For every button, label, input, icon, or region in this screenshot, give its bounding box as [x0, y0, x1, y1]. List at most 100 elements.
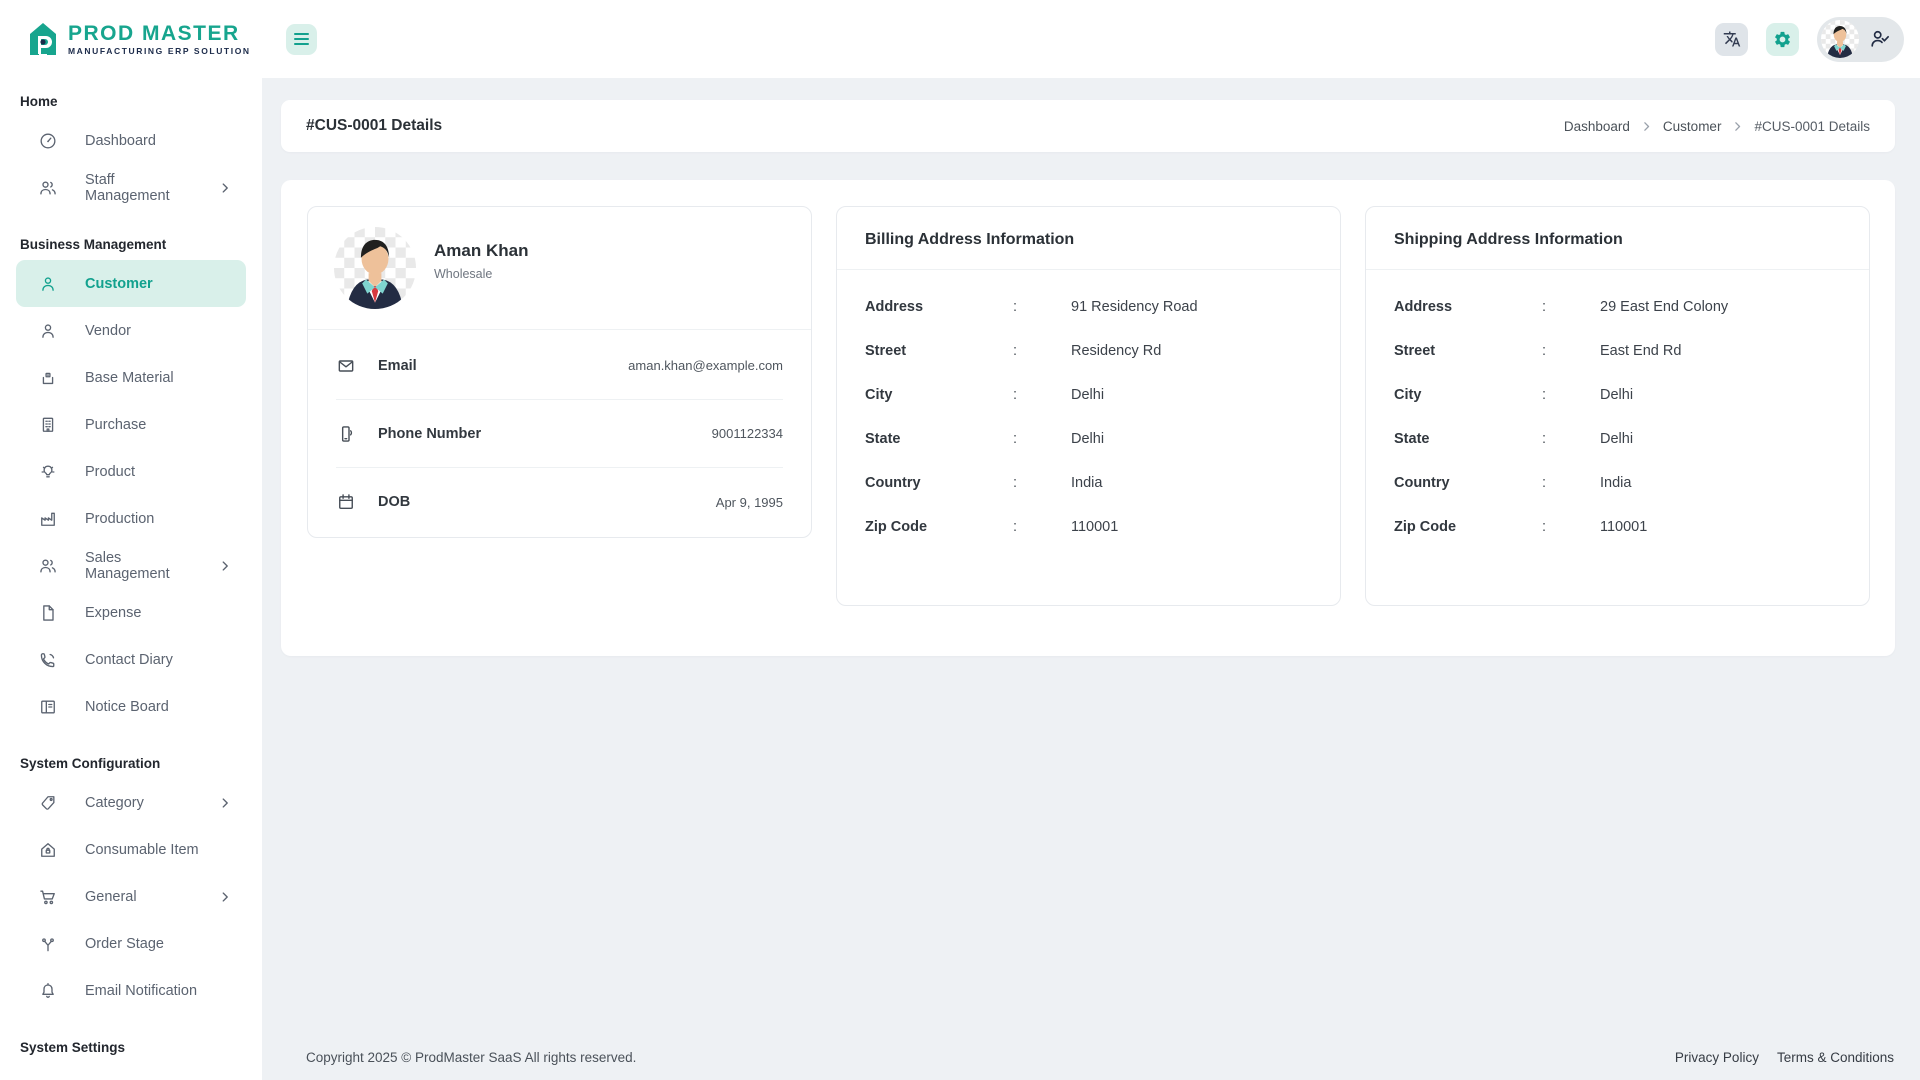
- billing-country-row: Country : India: [865, 474, 1312, 492]
- field-label: Country: [1394, 475, 1450, 491]
- footer-link-privacy-policy[interactable]: Privacy Policy: [1674, 1050, 1759, 1065]
- footer-copyright: Copyright 2025 © ProdMaster SaaS All rig…: [306, 1050, 637, 1065]
- chevron-right-icon: [218, 890, 232, 904]
- shipping-address-card: Shipping Address Information Address : 2…: [1365, 206, 1870, 606]
- field-value: Apr 9, 1995: [715, 494, 783, 510]
- chevron-right-icon: [218, 181, 232, 195]
- colon-separator: :: [1542, 387, 1547, 403]
- details-container: Aman Khan Wholesale Email aman.khan@exam…: [281, 180, 1895, 656]
- sidebar-section-config: System Configuration: [20, 756, 161, 771]
- sidebar-item-notice-board[interactable]: Notice Board: [16, 683, 246, 730]
- sidebar-item-label: Contact Diary: [85, 651, 173, 668]
- sidebar-item-staff-management[interactable]: Staff Management: [16, 164, 246, 211]
- field-value: East End Rd: [1600, 343, 1682, 359]
- factory-icon: [41, 512, 55, 526]
- chevron-right-icon: [218, 796, 232, 810]
- users-icon: [40, 559, 56, 572]
- field-label: Email: [378, 357, 417, 374]
- sidebar-item-vendor[interactable]: Vendor: [16, 307, 246, 354]
- colon-separator: :: [1013, 431, 1018, 447]
- colon-separator: :: [1542, 343, 1547, 359]
- field-label: Zip Code: [1394, 519, 1457, 535]
- topbar: PROD MASTER MANUFACTURING ERP SOLUTION: [0, 0, 1920, 78]
- field-label: Street: [865, 343, 907, 359]
- sidebar-item-contact-diary[interactable]: Contact Diary: [16, 636, 246, 683]
- sidebar-item-production[interactable]: Production: [16, 495, 246, 542]
- colon-separator: :: [1013, 299, 1018, 315]
- colon-separator: :: [1542, 299, 1547, 315]
- sidebar-item-customer[interactable]: Customer: [16, 260, 246, 307]
- shipping-zip-row: Zip Code : 110001: [1394, 518, 1841, 536]
- shipping-address-row: Address : 29 East End Colony: [1394, 298, 1841, 316]
- brand-logo[interactable]: PROD MASTER MANUFACTURING ERP SOLUTION: [0, 21, 262, 57]
- settings-button[interactable]: [1766, 22, 1799, 56]
- sidebar-item-dashboard[interactable]: Dashboard: [16, 117, 246, 164]
- person-icon: [42, 323, 54, 338]
- sidebar-toggle-button[interactable]: [286, 23, 317, 55]
- sidebar-section-home: Home: [20, 94, 58, 109]
- sidebar-item-sales-management[interactable]: Sales Management: [16, 542, 246, 589]
- billing-card-title: Billing Address Information: [837, 207, 1340, 270]
- bell-icon: [42, 982, 54, 998]
- breadcrumb-customer[interactable]: Customer: [1662, 118, 1722, 134]
- colon-separator: :: [1013, 343, 1018, 359]
- person-icon: [42, 276, 54, 291]
- field-value: 91 Residency Road: [1071, 299, 1198, 315]
- main-content: #CUS-0001 Details Dashboard Customer #CU…: [262, 0, 1920, 1080]
- sidebar-item-label: Product: [85, 463, 135, 480]
- footer-link-terms[interactable]: Terms & Conditions: [1776, 1050, 1894, 1065]
- sidebar-item-label: Notice Board: [85, 698, 169, 715]
- breadcrumb-dashboard[interactable]: Dashboard: [1563, 118, 1630, 134]
- sidebar-section-settings: System Settings: [20, 1040, 126, 1055]
- sidebar-item-purchase[interactable]: Purchase: [16, 401, 246, 448]
- sidebar-item-base-material[interactable]: Base Material: [16, 354, 246, 401]
- field-label: Country: [865, 475, 921, 491]
- shipping-country-row: Country : India: [1394, 474, 1841, 492]
- billing-state-row: State : Delhi: [865, 430, 1312, 448]
- customer-dob-row: DOB Apr 9, 1995: [336, 468, 783, 536]
- field-value: Delhi: [1071, 431, 1105, 447]
- sidebar-item-label: Staff Management: [85, 171, 170, 204]
- customer-type: Wholesale: [434, 267, 493, 281]
- customer-phone-row: Phone Number 9001122334: [336, 400, 783, 468]
- colon-separator: :: [1542, 519, 1547, 535]
- user-menu[interactable]: [1817, 16, 1904, 62]
- sidebar-item-label: Vendor: [85, 322, 131, 339]
- users-icon: [40, 181, 56, 194]
- translate-button[interactable]: [1715, 22, 1748, 56]
- user-avatar: [1821, 20, 1859, 58]
- field-value: 110001: [1600, 519, 1648, 535]
- lightbulb-icon: [41, 464, 55, 477]
- sidebar-item-product[interactable]: Product: [16, 448, 246, 495]
- calendar-icon: [339, 494, 353, 510]
- sidebar-item-category[interactable]: Category: [16, 779, 246, 826]
- sidebar-item-label: Base Material: [85, 369, 174, 386]
- cart-icon: [40, 890, 55, 904]
- sidebar-item-label: Consumable Item: [85, 841, 199, 858]
- colon-separator: :: [1013, 519, 1018, 535]
- field-value: 110001: [1071, 519, 1119, 535]
- page-header: #CUS-0001 Details Dashboard Customer #CU…: [281, 100, 1895, 152]
- brand-title: PROD MASTER: [68, 21, 240, 45]
- sidebar-item-label: Dashboard: [85, 132, 156, 149]
- phone-call-icon: [40, 652, 55, 667]
- sidebar-item-email-notification[interactable]: Email Notification: [16, 967, 246, 1014]
- field-label: State: [865, 431, 901, 447]
- house-logo-icon: [30, 23, 56, 55]
- field-value: Residency Rd: [1071, 343, 1162, 359]
- sidebar-item-general[interactable]: General: [16, 873, 246, 920]
- sidebar-item-expense[interactable]: Expense: [16, 589, 246, 636]
- field-label: Address: [865, 299, 924, 315]
- chevron-right-icon: [1644, 121, 1650, 131]
- user-check-icon: [1871, 30, 1889, 47]
- sidebar-item-order-stage[interactable]: Order Stage: [16, 920, 246, 967]
- billing-address-row: Address : 91 Residency Road: [865, 298, 1312, 316]
- sidebar-item-consumable-item[interactable]: Consumable Item: [16, 826, 246, 873]
- colon-separator: :: [1542, 475, 1547, 491]
- sidebar-item-label: Sales Management: [85, 549, 170, 582]
- breadcrumb-current: #CUS-0001 Details: [1754, 118, 1870, 134]
- gauge-icon: [40, 133, 56, 148]
- colon-separator: :: [1542, 431, 1547, 447]
- billing-zip-row: Zip Code : 110001: [865, 518, 1312, 536]
- field-label: Street: [1394, 343, 1436, 359]
